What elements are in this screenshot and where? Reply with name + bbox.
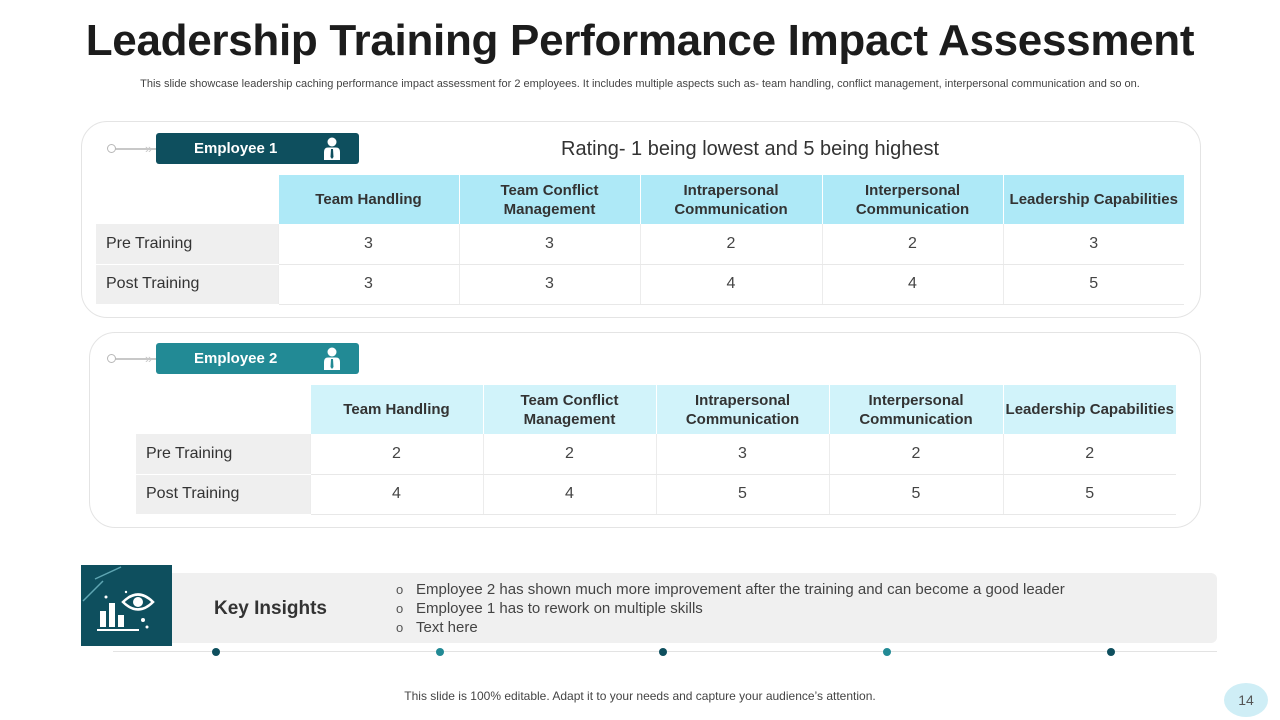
- table-row: Pre Training 3 3 2 2 3: [96, 224, 1184, 265]
- column-header: Team Conflict Management: [483, 385, 657, 434]
- employee-1-connector: »: [107, 142, 157, 156]
- table-cell: 2: [310, 434, 484, 475]
- employee-2-table: Team Handling Team Conflict Management I…: [136, 385, 1176, 515]
- bullet-circle-icon: o: [396, 582, 404, 597]
- table-cell: 2: [829, 434, 1004, 475]
- bullet-circle-icon: o: [396, 620, 404, 635]
- table-cell: 3: [278, 264, 460, 305]
- arrow-right-icon: »: [145, 351, 153, 366]
- page-subtitle: This slide showcase leadership caching p…: [140, 78, 1140, 90]
- employee-2-label: Employee 2: [194, 350, 278, 367]
- connector-dot-icon: [107, 144, 116, 153]
- list-item: o Text here: [396, 618, 1065, 637]
- rating-note: Rating- 1 being lowest and 5 being highe…: [561, 138, 940, 160]
- connector-dot-icon: [107, 354, 116, 363]
- insight-text: Employee 2 has shown much more improveme…: [416, 581, 1065, 598]
- table-cell: 4: [822, 264, 1004, 305]
- row-label: Post Training: [96, 264, 279, 305]
- column-header: Team Handling: [310, 385, 484, 434]
- table-cell: 5: [829, 474, 1004, 515]
- list-item: o Employee 2 has shown much more improvem…: [396, 580, 1065, 599]
- timeline-dot: [212, 648, 220, 656]
- employee-1-badge: Employee 1: [156, 133, 359, 164]
- table-cell: 3: [278, 224, 460, 265]
- table-row: Post Training 4 4 5 5 5: [136, 474, 1176, 515]
- table-cell: 2: [1003, 434, 1176, 475]
- column-header: Leadership Capabilities: [1003, 385, 1176, 434]
- key-insights-title: Key Insights: [214, 598, 327, 619]
- row-label: Pre Training: [96, 224, 279, 265]
- insight-text: Text here: [416, 619, 478, 636]
- employee-2-connector: »: [107, 352, 157, 366]
- list-item: o Employee 1 has to rework on multiple sk…: [396, 599, 1065, 618]
- key-insights-list: o Employee 2 has shown much more improvem…: [396, 580, 1065, 637]
- column-header: Intrapersonal Communication: [640, 175, 823, 224]
- row-label: Post Training: [136, 474, 311, 515]
- page-title: Leadership Training Performance Impact A…: [85, 16, 1195, 65]
- timeline-dot: [883, 648, 891, 656]
- table-row: Pre Training 2 2 3 2 2: [136, 434, 1176, 475]
- table-cell: 5: [1003, 474, 1176, 515]
- table-cell: 5: [1003, 264, 1184, 305]
- table-cell: 4: [483, 474, 657, 515]
- table-cell: 3: [656, 434, 830, 475]
- table-cell: 3: [459, 264, 641, 305]
- person-icon: [324, 137, 340, 160]
- column-header: Leadership Capabilities: [1003, 175, 1184, 224]
- employee-1-table: Team Handling Team Conflict Management I…: [96, 175, 1184, 305]
- insight-text: Employee 1 has to rework on multiple ski…: [416, 600, 703, 617]
- table-cell: 2: [640, 224, 823, 265]
- table-corner: [136, 385, 311, 434]
- column-header: Intrapersonal Communication: [656, 385, 830, 434]
- table-cell: 4: [310, 474, 484, 515]
- key-insights-box: [81, 573, 1217, 643]
- bullet-circle-icon: o: [396, 601, 404, 616]
- person-icon: [324, 347, 340, 370]
- table-cell: 2: [483, 434, 657, 475]
- footer-note: This slide is 100% editable. Adapt it to…: [404, 689, 876, 703]
- table-row: Post Training 3 3 4 4 5: [96, 264, 1184, 305]
- table-cell: 4: [640, 264, 823, 305]
- timeline-dot: [659, 648, 667, 656]
- table-cell: 3: [1003, 224, 1184, 265]
- column-header: Interpersonal Communication: [829, 385, 1004, 434]
- column-header: Team Handling: [278, 175, 460, 224]
- insights-eye-chart-icon: [81, 565, 172, 646]
- timeline-dot: [436, 648, 444, 656]
- table-cell: 3: [459, 224, 641, 265]
- table-corner: [96, 175, 279, 224]
- column-header: Interpersonal Communication: [822, 175, 1004, 224]
- employee-1-label: Employee 1: [194, 140, 278, 157]
- timeline-dot: [1107, 648, 1115, 656]
- row-label: Pre Training: [136, 434, 311, 475]
- table-cell: 2: [822, 224, 1004, 265]
- table-cell: 5: [656, 474, 830, 515]
- arrow-right-icon: »: [145, 141, 153, 156]
- page-number: 14: [1224, 683, 1268, 717]
- column-header: Team Conflict Management: [459, 175, 641, 224]
- employee-2-badge: Employee 2: [156, 343, 359, 374]
